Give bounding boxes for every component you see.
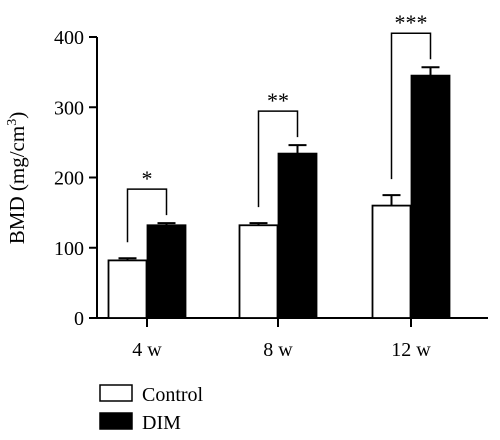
bars bbox=[107, 74, 451, 319]
legend-swatch-control bbox=[99, 384, 133, 402]
bar-control-8w bbox=[238, 224, 279, 319]
y-tick-label: 0 bbox=[74, 308, 84, 330]
y-axis-title-close: ) bbox=[5, 112, 29, 119]
significance-marker: ** bbox=[267, 88, 289, 113]
x-tick-label: 12 w bbox=[391, 339, 431, 361]
x-tick-label: 8 w bbox=[263, 339, 293, 361]
x-axis: 4 w 8 w 12 w bbox=[97, 317, 488, 361]
significance-bracket bbox=[126, 188, 168, 243]
y-tick-label: 100 bbox=[54, 238, 84, 260]
legend-swatch-dim bbox=[99, 412, 133, 430]
y-axis-title: BMD (mg/cm3) bbox=[5, 112, 29, 244]
significance-bracket bbox=[390, 32, 432, 180]
bar-dim-4w bbox=[146, 224, 187, 319]
error-bars bbox=[118, 66, 440, 261]
y-tick-label: 200 bbox=[54, 168, 84, 190]
significance-marker: * bbox=[142, 166, 153, 191]
significance-annotations: ****** bbox=[126, 10, 432, 243]
significance-marker: *** bbox=[395, 10, 428, 35]
legend-label-dim: DIM bbox=[142, 412, 181, 434]
bar-control-12w bbox=[371, 204, 412, 319]
legend-label-control: Control bbox=[142, 384, 204, 406]
x-tick-label: 4 w bbox=[132, 339, 162, 361]
legend: Control DIM bbox=[99, 384, 204, 434]
bar-control-4w bbox=[107, 259, 148, 319]
y-axis-title-superscript: 3 bbox=[5, 119, 20, 126]
y-axis-title-main: BMD (mg/cm bbox=[5, 126, 29, 244]
significance-bracket bbox=[257, 110, 299, 208]
y-tick-label: 300 bbox=[54, 97, 84, 119]
bar-dim-8w bbox=[277, 152, 318, 319]
bar-dim-12w bbox=[410, 74, 451, 319]
y-tick-label: 400 bbox=[54, 27, 84, 49]
y-axis: 0 100 200 300 400 bbox=[54, 27, 98, 330]
